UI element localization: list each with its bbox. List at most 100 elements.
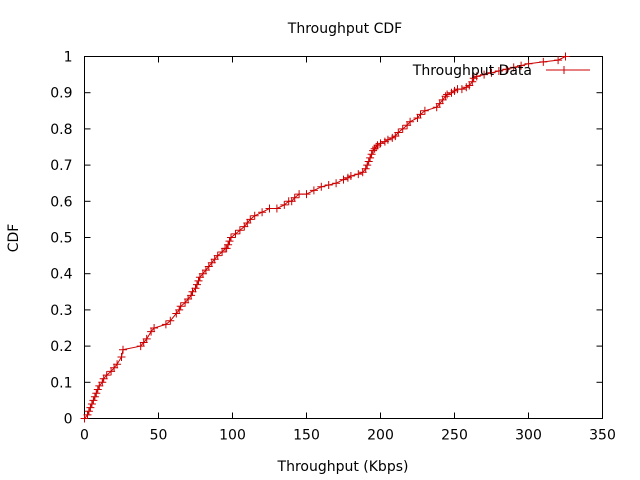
data-point	[176, 302, 185, 311]
x-tick-label: 300	[515, 428, 542, 444]
data-point	[102, 371, 111, 380]
data-point	[367, 150, 376, 159]
data-point	[372, 143, 381, 151]
series-throughput-data	[80, 52, 570, 423]
data-point	[87, 400, 96, 408]
legend-label: Throughput Data	[412, 63, 532, 79]
data-point	[364, 157, 373, 166]
data-point	[246, 215, 255, 224]
data-point	[443, 90, 452, 99]
data-point	[480, 70, 489, 79]
data-point	[554, 56, 563, 65]
legend: Throughput Data	[412, 63, 590, 79]
data-point	[376, 139, 385, 148]
data-point	[280, 200, 289, 209]
data-point	[175, 305, 184, 314]
data-point	[265, 204, 274, 213]
data-point	[317, 182, 326, 191]
data-point	[494, 67, 503, 75]
data-point	[398, 124, 407, 133]
data-point	[194, 276, 203, 285]
data-point	[354, 170, 363, 179]
x-tick-label: 350	[589, 428, 616, 444]
x-tick-label: 0	[80, 428, 89, 444]
data-point	[142, 334, 151, 343]
data-point	[258, 208, 267, 217]
data-point	[227, 233, 235, 242]
data-point	[222, 244, 231, 253]
data-point	[457, 85, 466, 94]
y-tick-label: 0.2	[50, 339, 72, 355]
legend-marker	[560, 66, 568, 74]
axis-ticks: 0 50 100 150 200 250 300 350 0 0.1 0.2 0.3 0.4 0.5 0.6…	[50, 50, 616, 444]
data-point	[225, 237, 234, 246]
data-point	[332, 179, 341, 188]
data-point	[250, 211, 259, 220]
y-tick-label: 0.1	[50, 375, 72, 391]
data-point	[86, 403, 95, 412]
data-point	[366, 153, 375, 162]
data-point	[290, 193, 299, 202]
data-point	[161, 320, 170, 329]
x-tick-label: 200	[367, 428, 394, 444]
data-point	[472, 72, 481, 81]
data-point	[502, 65, 511, 74]
data-point	[406, 117, 415, 126]
data-point	[193, 280, 201, 289]
series-line	[84, 56, 566, 419]
y-axis-label: CDF	[6, 224, 22, 253]
y-tick-label: 0.4	[50, 267, 72, 283]
data-point	[213, 251, 222, 260]
y-tick-label: 0.8	[50, 122, 72, 138]
data-point	[524, 59, 533, 68]
data-point	[361, 164, 370, 173]
data-point	[90, 392, 99, 401]
data-point	[231, 229, 240, 238]
data-point	[113, 360, 122, 369]
x-tick-label: 100	[219, 428, 246, 444]
data-point	[89, 396, 98, 405]
data-point	[539, 57, 548, 66]
plot-frame	[84, 56, 603, 419]
data-point	[295, 190, 304, 199]
y-tick-label: 0.6	[50, 194, 72, 210]
data-point	[117, 353, 126, 361]
data-point	[324, 181, 333, 189]
data-point	[187, 291, 196, 300]
data-point	[92, 389, 101, 398]
data-point	[191, 284, 200, 293]
y-tick-label: 1	[64, 50, 73, 66]
data-point	[517, 61, 526, 70]
data-point	[84, 407, 93, 416]
data-point	[302, 190, 311, 199]
data-point	[394, 128, 403, 137]
data-point	[561, 52, 570, 61]
y-tick-label: 0.7	[50, 158, 72, 174]
data-point	[235, 226, 244, 235]
y-tick-label: 0.9	[50, 86, 72, 102]
y-tick-label: 0.3	[50, 303, 72, 319]
data-point	[383, 135, 392, 144]
data-point	[441, 92, 450, 101]
data-point	[150, 324, 159, 332]
data-point	[346, 172, 355, 180]
x-tick-label: 50	[150, 428, 168, 444]
y-tick-label: 0.5	[50, 231, 72, 247]
data-point	[119, 345, 127, 354]
data-point	[487, 68, 496, 77]
data-point	[224, 240, 233, 249]
data-point	[309, 186, 318, 195]
chart-title: Throughput CDF	[287, 21, 402, 37]
data-point	[339, 175, 348, 184]
data-point	[509, 63, 518, 72]
data-point	[416, 110, 425, 119]
data-point	[420, 106, 429, 115]
data-point	[98, 378, 107, 387]
data-point	[272, 204, 281, 213]
x-axis-label: Throughput (Kbps)	[277, 459, 409, 475]
x-tick-label: 250	[441, 428, 468, 444]
x-tick-label: 150	[293, 428, 320, 444]
data-point	[93, 385, 102, 394]
data-point	[166, 316, 175, 325]
